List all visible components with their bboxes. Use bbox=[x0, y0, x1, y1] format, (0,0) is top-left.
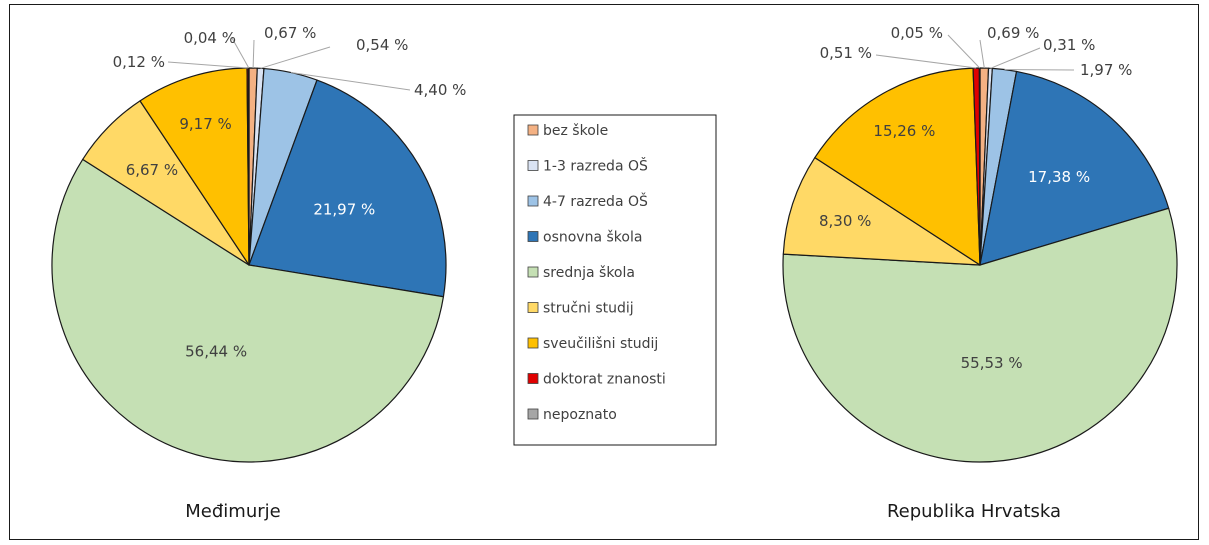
data-label-doktorat-znanosti: 0,51 % bbox=[820, 44, 872, 62]
slice-osnovna-skola[interactable] bbox=[979, 70, 1170, 266]
leader-line-1-3-razreda-os bbox=[260, 46, 331, 69]
leader-line-doktorat-znanosti bbox=[875, 54, 977, 69]
leader-line-1-3-razreda-os bbox=[990, 47, 1041, 69]
leader-line-nepoznato bbox=[231, 37, 250, 69]
data-label-strucni-studij: 8,30 % bbox=[819, 212, 871, 230]
legend-label-1-3-razreda-os: 1-3 razreda OŠ bbox=[543, 157, 648, 175]
pie-title-republika-hrvatska: Republika Hrvatska bbox=[887, 501, 1061, 522]
data-label-sveucilisni-studij: 9,17 % bbox=[179, 115, 231, 133]
leader-line-doktorat-znanosti bbox=[167, 61, 248, 69]
pie-medimurje: 0,67 % 0,54 % 4,40 % 21,97 % 56,44 % 6,67 % 9,… bbox=[51, 24, 466, 463]
legend-swatch-nepoznato bbox=[527, 408, 539, 420]
data-label-bez-skole: 0,67 % bbox=[264, 24, 316, 42]
leader-line-bez-skole bbox=[252, 39, 255, 69]
data-label-srednja-skola: 56,44 % bbox=[185, 343, 247, 361]
leader-line-4-7-razreda-os bbox=[290, 72, 411, 91]
pie-republika-hrvatska: 0,69 %0,31 % 1,97 % 17,38 % 55,53 % 8,30 % 15… bbox=[782, 24, 1178, 463]
data-label-nepoznato: 0,04 % bbox=[184, 29, 236, 47]
data-label-osnovna-skola: 21,97 % bbox=[313, 200, 375, 218]
legend-swatch-osnovna-skola bbox=[527, 231, 539, 242]
legend-swatch-sveucilisni-studij bbox=[527, 337, 539, 349]
data-label-srednja-skola: 55,53 % bbox=[961, 354, 1023, 372]
data-label-1-3-razreda-os: 0,54 % bbox=[356, 36, 408, 54]
data-label-sveucilisni-studij: 15,26 % bbox=[873, 122, 935, 140]
legend-swatch-srednja-skola bbox=[527, 266, 539, 278]
legend-label-doktorat-znanosti: doktorat znanosti bbox=[543, 372, 666, 388]
legend: bez škole 1-3 razreda OŠ 4-7 razreda OŠ osn… bbox=[513, 114, 717, 446]
legend-label-osnovna-skola: osnovna škola bbox=[543, 230, 642, 246]
data-label-4-7-razreda-os: 4,40 % bbox=[414, 81, 466, 99]
slice-sveucilisni-studij[interactable] bbox=[139, 67, 250, 266]
data-label-nepoznato: 0,05 % bbox=[891, 24, 943, 42]
slice-strucni-studij[interactable] bbox=[782, 156, 981, 266]
legend-swatch-strucni-studij bbox=[527, 302, 539, 313]
legend-swatch-4-7-razreda-os bbox=[527, 195, 539, 207]
legend-label-sveucilisni-studij: sveučilišni studij bbox=[543, 336, 658, 352]
slice-srednja-skola[interactable] bbox=[782, 207, 1178, 463]
legend-swatch-doktorat-znanosti bbox=[527, 373, 539, 384]
data-label-bez-skole: 0,69 % bbox=[987, 24, 1039, 42]
legend-label-4-7-razreda-os: 4-7 razreda OŠ bbox=[543, 192, 648, 210]
legend-label-nepoznato: nepoznato bbox=[543, 407, 617, 423]
slice-srednja-skola[interactable] bbox=[51, 158, 445, 463]
legend-label-bez-skole: bez škole bbox=[543, 123, 608, 139]
legend-swatch-1-3-razreda-os bbox=[527, 160, 539, 171]
leader-line-4-7-razreda-os bbox=[1004, 69, 1075, 71]
data-label-4-7-razreda-os: 1,97 % bbox=[1080, 61, 1132, 79]
data-label-strucni-studij: 6,67 % bbox=[126, 161, 178, 179]
leader-line-bez-skole bbox=[979, 39, 985, 69]
slice-sveucilisni-studij[interactable] bbox=[814, 67, 981, 266]
slice-nepoznato[interactable] bbox=[978, 67, 981, 266]
slice-nepoznato[interactable] bbox=[247, 67, 250, 266]
data-label-1-3-razreda-os: 0,31 % bbox=[1043, 36, 1095, 54]
pie-title-medimurje: Međimurje bbox=[185, 501, 280, 522]
legend-label-strucni-studij: stručni studij bbox=[543, 301, 634, 317]
leader-line-nepoznato bbox=[947, 34, 981, 69]
data-label-doktorat-znanosti: 0,12 % bbox=[113, 53, 165, 71]
data-label-osnovna-skola: 17,38 % bbox=[1028, 168, 1090, 186]
slice-osnovna-skola[interactable] bbox=[248, 79, 447, 298]
legend-label-srednja-skola: srednja škola bbox=[543, 265, 635, 281]
legend-swatch-bez-skole bbox=[527, 124, 539, 136]
